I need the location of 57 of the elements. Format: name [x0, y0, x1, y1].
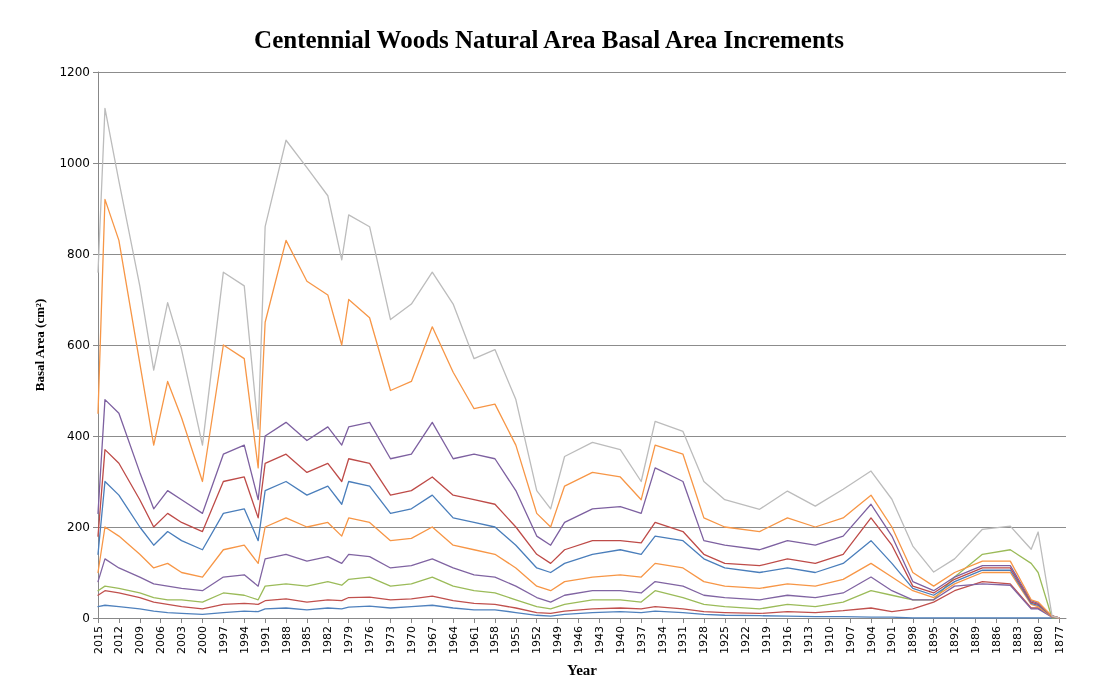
x-tick-label: 1889: [968, 626, 982, 654]
y-tick-label: 200: [67, 520, 90, 534]
x-tick-label: 1934: [655, 626, 669, 654]
x-tick-label: 1892: [948, 626, 962, 654]
y-tick-label: 1200: [59, 65, 90, 79]
x-tick-label: 1949: [551, 626, 565, 654]
x-tick-label: 1967: [425, 626, 439, 654]
x-tick-label: 2015: [91, 626, 105, 654]
x-tick-label: 2009: [133, 626, 147, 654]
x-tick-label: 1991: [258, 626, 272, 654]
x-tick-label: 1919: [760, 626, 774, 654]
y-tick-label: 800: [67, 247, 90, 261]
y-tick-label: 0: [82, 611, 90, 625]
x-tick-label: 2000: [195, 626, 209, 654]
x-tick-label: 1982: [321, 626, 335, 654]
x-tick-label: 2012: [112, 626, 126, 654]
x-tick-label: 1922: [739, 626, 753, 654]
x-tick-label: 1973: [383, 626, 397, 654]
x-tick-label: 1880: [1031, 626, 1045, 654]
x-tick-label: 1958: [488, 626, 502, 654]
x-tick-label: 2003: [175, 626, 189, 654]
x-tick-label: 1886: [989, 626, 1003, 654]
x-tick-label: 1979: [342, 626, 356, 654]
x-tick-label: 1976: [363, 626, 377, 654]
x-tick-label: 1913: [801, 626, 815, 654]
x-tick-label: 1898: [906, 626, 920, 654]
x-tick-label: 1994: [237, 626, 251, 654]
x-tick-label: 1877: [1052, 626, 1066, 654]
x-tick-label: 1964: [446, 626, 460, 654]
x-tick-label: 2006: [154, 626, 168, 654]
x-tick-label: 1988: [279, 626, 293, 654]
x-tick-label: 1943: [592, 626, 606, 654]
x-tick-label: 1997: [216, 626, 230, 654]
x-tick-label: 1910: [822, 626, 836, 654]
x-tick-label: 1928: [697, 626, 711, 654]
x-tick-label: 1931: [676, 626, 690, 654]
x-tick-label: 1946: [572, 626, 586, 654]
x-tick-label: 1925: [718, 626, 732, 654]
x-tick-label: 1955: [509, 626, 523, 654]
x-tick-label: 1907: [843, 626, 857, 654]
x-tick-label: 1961: [467, 626, 481, 654]
x-tick-label: 1895: [927, 626, 941, 654]
y-axis-title: Basal Area (cm²): [32, 298, 47, 392]
x-tick-label: 1970: [404, 626, 418, 654]
y-tick-label: 600: [67, 338, 90, 352]
x-tick-label: 1901: [885, 626, 899, 654]
chart-title: Centennial Woods Natural Area Basal Area Increments: [254, 26, 845, 53]
x-tick-label: 1985: [300, 626, 314, 654]
x-tick-label: 1883: [1010, 626, 1024, 654]
x-axis-title: Year: [567, 661, 598, 678]
x-tick-label: 1937: [634, 626, 648, 654]
y-tick-label: 400: [67, 429, 90, 443]
x-tick-label: 1952: [530, 626, 544, 654]
x-tick-label: 1916: [780, 626, 794, 654]
x-tick-label: 1904: [864, 626, 878, 654]
x-tick-label: 1940: [613, 626, 627, 654]
y-tick-label: 1000: [59, 156, 90, 170]
